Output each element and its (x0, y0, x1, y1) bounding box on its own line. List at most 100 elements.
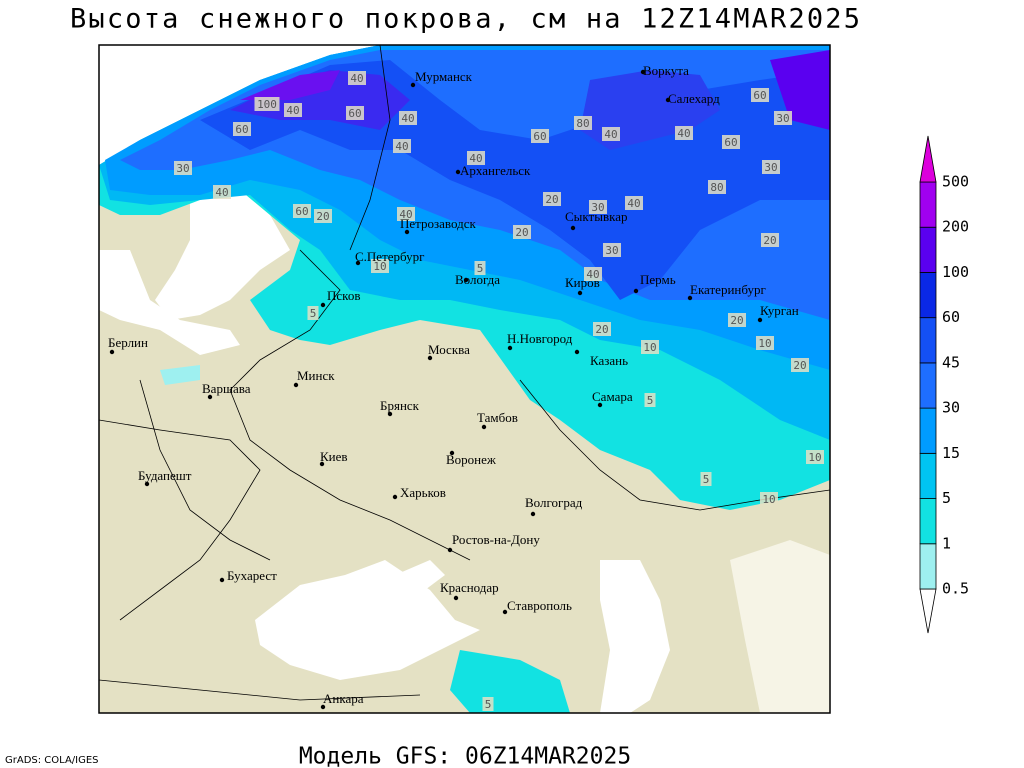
colorbar-label: 500 (942, 173, 969, 191)
city-label: Анкара (323, 691, 364, 706)
city-dot (320, 302, 326, 308)
contour-label: 5 (477, 262, 484, 275)
contour-label-box (397, 207, 415, 221)
contour-label: 40 (677, 127, 690, 140)
contour-label: 20 (595, 323, 608, 336)
colorbar-segment (919, 181, 937, 228)
colorbar-segment (919, 498, 937, 545)
contour-label: 30 (776, 112, 789, 125)
city-dot (404, 229, 410, 235)
contour-label: 80 (710, 181, 723, 194)
city-label: Тамбов (477, 410, 518, 425)
colorbar-segment (919, 272, 937, 319)
city-label: Волгоград (525, 495, 583, 510)
city-label: С.Петербург (355, 249, 424, 264)
colorbar-segment (919, 317, 937, 364)
city-dot (449, 450, 455, 456)
city-label: Вологда (455, 272, 500, 287)
city-label: Петрозаводск (400, 216, 476, 231)
city-dot (387, 411, 393, 417)
contour-label: 60 (348, 107, 361, 120)
city-dot (577, 290, 583, 296)
colorbar-segment (919, 452, 937, 499)
city-label: Краснодар (440, 580, 499, 595)
footer: Модель GFS: 06Z14MAR2025 (299, 744, 631, 768)
city-label: Мурманск (415, 69, 473, 84)
contour-label-box (675, 126, 693, 140)
sea (255, 560, 480, 680)
city-dot (455, 169, 461, 175)
city-dot (633, 288, 639, 294)
city-label: Бухарест (227, 568, 277, 583)
snow-100-200 (240, 70, 340, 100)
contour-label: 40 (627, 197, 640, 210)
city-dot (665, 97, 671, 103)
contour-label: 40 (469, 152, 482, 165)
city-label: Будапешт (138, 468, 192, 483)
city-dot (219, 577, 225, 583)
contour-label-box (284, 103, 302, 117)
city-dot (410, 82, 416, 88)
city-label: Минск (297, 368, 335, 383)
contour-label-box (233, 122, 251, 136)
city-dot (757, 317, 763, 323)
contour-label-box (482, 697, 494, 711)
colorbar-label: 0.5 (942, 580, 969, 598)
city-label: Екатеринбург (690, 282, 766, 297)
contour-label-box (762, 160, 780, 174)
contour-label: 40 (399, 208, 412, 221)
city-label: Воронеж (446, 452, 497, 467)
contour-label: 40 (401, 112, 414, 125)
contour-label-box (751, 88, 769, 102)
contour-label-box (213, 185, 231, 199)
city-dot (453, 595, 459, 601)
city-label: Варшава (202, 381, 251, 396)
city-dot (687, 295, 693, 301)
city-label: Воркута (643, 63, 689, 78)
contour-label: 5 (703, 473, 710, 486)
colorbar-end (919, 588, 937, 634)
sea (395, 560, 445, 590)
contour-label-box (348, 71, 366, 85)
contour-label: 40 (395, 140, 408, 153)
contour-label-box (584, 267, 602, 281)
city-dot (597, 402, 603, 408)
contour-label-box (761, 233, 779, 247)
city-dot (481, 424, 487, 430)
snow-1-5 (450, 650, 570, 713)
city-label: Ростов-на-Дону (452, 532, 540, 547)
contour-label-box (174, 161, 192, 175)
contour-label-box (774, 111, 792, 125)
city-dot (319, 461, 325, 467)
contour-label-box (806, 450, 824, 464)
contour-label-box (293, 204, 311, 218)
city-label: Харьков (400, 485, 446, 500)
city-dot (463, 277, 469, 283)
city-label: Москва (428, 342, 470, 357)
contour-labels: 40 100 40 60 40 60 30 40 80 40 60 40 40 40 30 60 60 30 80 4… (174, 71, 824, 711)
city-label: Псков (327, 288, 360, 303)
city-dot (293, 382, 299, 388)
contour-label-box (513, 225, 531, 239)
contour-label: 80 (576, 117, 589, 130)
contour-label-box (760, 492, 778, 506)
colorbar-end (919, 135, 937, 183)
colorbar-label: 15 (942, 444, 960, 462)
contour-label: 40 (215, 186, 228, 199)
contour-label: 30 (591, 201, 604, 214)
colorbar-segment (919, 362, 937, 409)
contour-label: 40 (286, 104, 299, 117)
contour-label-box (603, 243, 621, 257)
city-dot (447, 547, 453, 553)
city-dot (640, 69, 646, 75)
contour-label-box (399, 111, 417, 125)
city-dot (570, 225, 576, 231)
city-label: Архангельск (460, 163, 531, 178)
city-dot (392, 494, 398, 500)
colorbar-segment (919, 407, 937, 454)
city-dot (144, 481, 150, 487)
contour-label-box (589, 200, 607, 214)
city-label: Самара (592, 389, 633, 404)
contour-label-box (254, 97, 280, 111)
